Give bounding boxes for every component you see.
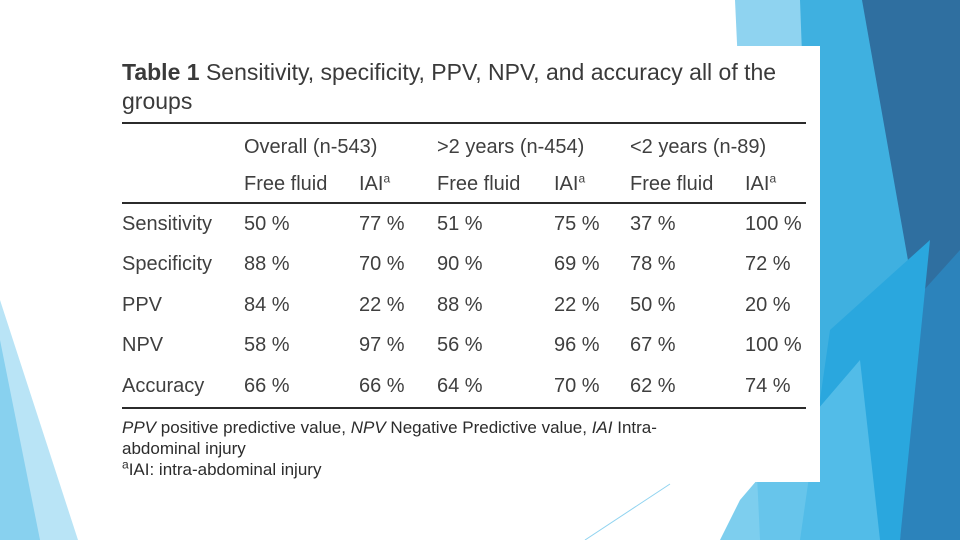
table-cell: 70 %: [554, 366, 630, 409]
table-cell: 70 %: [359, 253, 405, 276]
group-over-2-years: >2 years (n-454): [437, 122, 630, 166]
table-cell: 88 %: [437, 293, 483, 316]
abbr-ppv: PPV: [122, 417, 157, 437]
group-overall: Overall (n-543): [244, 122, 437, 166]
table-cell: 58 %: [244, 334, 290, 357]
table-cell: 69 %: [554, 253, 600, 276]
table-caption: Table 1 Sensitivity, specificity, PPV, N…: [122, 58, 820, 87]
superscript-note: aIAI: intra-abdominal injury: [122, 456, 322, 479]
table-cell: 20 %: [745, 293, 791, 316]
table-cell: 74 %: [745, 366, 806, 409]
results-table: Overall (n-543) >2 years (n-454) <2 year…: [122, 122, 806, 409]
table-cell: 37 %: [630, 212, 676, 235]
table-cell: 84 %: [244, 293, 290, 316]
table-cell: 97 %: [359, 334, 405, 357]
table-cell: 75 %: [554, 212, 600, 235]
subheader-iai: IAIa: [359, 166, 437, 204]
table-cell: 56 %: [437, 334, 483, 357]
table-cell: 78 %: [630, 253, 676, 276]
subheader-row: Free fluid IAIa Free fluid IAIa Free flu…: [122, 166, 806, 204]
deco-left-sliver: [0, 340, 40, 540]
table-cell: 100 %: [745, 334, 802, 357]
table-row-sensitivity: Sensitivity 50 % 77 % 51 % 75 % 37 % 100…: [122, 203, 806, 245]
row-label: NPV: [122, 334, 164, 357]
row-label: Sensitivity: [122, 212, 213, 235]
table-row-specificity: Specificity 88 % 70 % 90 % 69 % 78 % 72 …: [122, 245, 806, 286]
table-cell: 50 %: [244, 212, 290, 235]
table-cell: 66 %: [359, 366, 437, 409]
def-ppv: positive predictive value,: [160, 417, 346, 437]
corner-cell: [122, 122, 244, 166]
table-row-accuracy: Accuracy 66 % 66 % 64 % 70 % 62 % 74 %: [122, 366, 806, 409]
row-label: PPV: [122, 293, 163, 316]
table-cell: 67 %: [630, 334, 676, 357]
table-cell: 22 %: [554, 293, 600, 316]
table-cell: 100 %: [745, 212, 802, 235]
group-header-row: Overall (n-543) >2 years (n-454) <2 year…: [122, 122, 806, 166]
table-cell: 90 %: [437, 253, 483, 276]
caption-label: Table 1: [122, 59, 200, 85]
table-cell: 62 %: [630, 366, 745, 409]
group-under-2-years: <2 years (n-89): [630, 122, 806, 166]
def-iai: Intra-abdominal injury: [122, 417, 657, 458]
table-cell: 96 %: [554, 334, 600, 357]
table-row-ppv: PPV 84 % 22 % 88 % 22 % 50 % 20 %: [122, 285, 806, 326]
table-cell: 66 %: [244, 366, 359, 409]
abbr-npv: NPV: [350, 417, 386, 437]
table-row-npv: NPV 58 % 97 % 56 % 96 % 67 % 100 %: [122, 326, 806, 367]
table-image: Table 1 Sensitivity, specificity, PPV, N…: [104, 46, 820, 482]
abbr-iai: IAI: [591, 417, 613, 437]
table-cell: 51 %: [437, 212, 483, 235]
corner-cell-2: [122, 166, 244, 204]
table-cell: 22 %: [359, 293, 405, 316]
row-label: Specificity: [122, 253, 213, 276]
table-cell: 72 %: [745, 253, 791, 276]
subheader-iai: IAIa: [554, 166, 630, 204]
subheader-free-fluid: Free fluid: [244, 166, 359, 204]
table-cell: 88 %: [244, 253, 290, 276]
def-npv: Negative Predictive value,: [390, 417, 587, 437]
caption-text-line2: groups: [122, 88, 193, 114]
table-cell: 64 %: [437, 366, 554, 409]
table-footnote: PPV positive predictive value, NPV Negat…: [122, 417, 682, 480]
caption-text-line1: Sensitivity, specificity, PPV, NPV, and …: [205, 59, 777, 85]
subheader-free-fluid: Free fluid: [437, 166, 554, 204]
subheader-free-fluid: Free fluid: [630, 166, 745, 204]
row-label: Accuracy: [122, 366, 244, 409]
deco-thin-line: [584, 483, 671, 540]
table-cell: 77 %: [359, 212, 405, 235]
abbreviation-line: PPV positive predictive value, NPV Negat…: [122, 417, 682, 459]
subheader-iai: IAIa: [745, 166, 806, 204]
deco-right-dark: [862, 0, 960, 300]
table-cell: 50 %: [630, 293, 676, 316]
